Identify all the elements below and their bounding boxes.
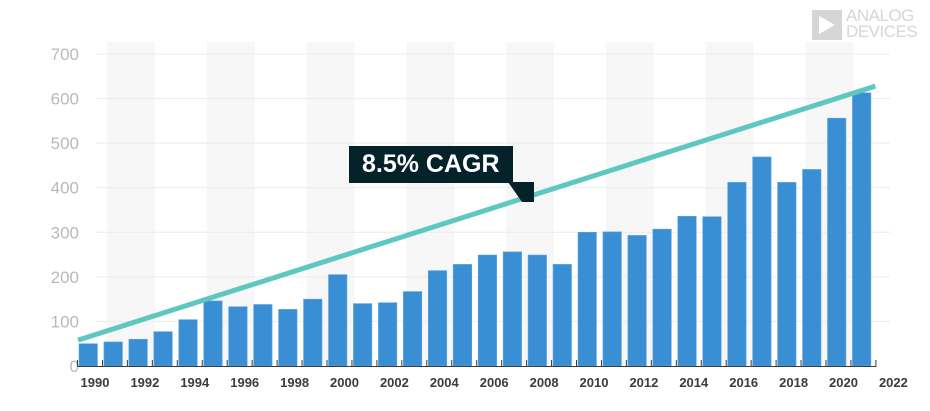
y-tick-label: 700 <box>51 45 79 64</box>
x-tick-label: 1996 <box>230 375 259 390</box>
bar-2015 <box>702 216 722 367</box>
x-tick-label: 1990 <box>81 375 110 390</box>
y-tick-label: 300 <box>51 223 79 242</box>
x-tick-label: 2002 <box>380 375 409 390</box>
bar-2006 <box>477 254 497 367</box>
bar-2003 <box>403 291 423 367</box>
bar-2021 <box>852 92 872 367</box>
bar-2018 <box>777 182 797 367</box>
x-axis-ticks: 1990 1992 1994 1996 1998 2000 2002 2004 2006 2008… <box>81 375 908 390</box>
x-tick-label: 2014 <box>679 375 709 390</box>
x-tick-label: 2016 <box>729 375 758 390</box>
bar-2019 <box>802 169 822 367</box>
bar-1997 <box>253 304 273 367</box>
bar-2009 <box>552 264 572 367</box>
bars <box>78 92 872 367</box>
analog-devices-logo: ANALOG DEVICES <box>812 6 928 46</box>
x-tick-label: 2018 <box>779 375 808 390</box>
x-tick-label: 1992 <box>130 375 159 390</box>
bar-1993 <box>153 331 173 367</box>
logo-line-2: DEVICES <box>846 22 918 41</box>
cagr-trend-line <box>77 83 877 343</box>
bar-2007 <box>502 251 522 367</box>
x-tick-label: 2008 <box>530 375 559 390</box>
bar-2014 <box>677 215 697 367</box>
x-tick-label: 2022 <box>879 375 908 390</box>
bar-2020 <box>827 117 847 367</box>
y-tick-label: 600 <box>51 90 79 109</box>
x-tick-label: 2020 <box>829 375 858 390</box>
bar-2010 <box>577 231 597 367</box>
bar-1999 <box>303 298 323 367</box>
bar-2001 <box>353 303 373 367</box>
x-tick-label: 2006 <box>480 375 509 390</box>
bar-1996 <box>228 306 248 367</box>
y-axis-ticks: 0 100 200 300 400 500 600 700 <box>51 45 79 376</box>
x-tick-label: 2004 <box>430 375 460 390</box>
bar-1998 <box>278 309 298 367</box>
bar-2005 <box>452 264 473 367</box>
x-tick-label: 2010 <box>580 375 609 390</box>
bar-2012 <box>627 235 647 367</box>
logo-triangle-icon <box>812 10 842 40</box>
cagr-callout: 8.5% CAGR <box>349 146 513 183</box>
bar-1995 <box>203 300 223 367</box>
bar-1992 <box>128 338 148 367</box>
bar-2004 <box>427 270 448 367</box>
bar-2016 <box>727 182 747 367</box>
x-tick-label: 2012 <box>629 375 658 390</box>
background-band <box>106 42 155 366</box>
x-axis <box>77 360 877 367</box>
bar-2000 <box>328 274 348 367</box>
bar-2013 <box>652 228 672 367</box>
bar-2017 <box>752 156 772 367</box>
callout-pointer <box>508 182 534 202</box>
bar-1994 <box>178 319 198 367</box>
bar-2011 <box>602 231 622 367</box>
x-tick-label: 2000 <box>330 375 359 390</box>
logo-text: ANALOG DEVICES <box>846 6 918 41</box>
x-tick-label: 1998 <box>280 375 309 390</box>
y-tick-label: 0 <box>70 357 79 376</box>
y-tick-label: 100 <box>51 312 79 331</box>
bar-2002 <box>378 302 398 367</box>
logo-line-1: ANALOG <box>846 6 914 25</box>
y-tick-label: 200 <box>51 268 79 287</box>
x-tick-label: 1994 <box>180 375 210 390</box>
bar-2008 <box>527 254 547 367</box>
bar-1990 <box>78 343 98 367</box>
bar-1991 <box>103 341 123 367</box>
y-tick-label: 500 <box>51 134 79 153</box>
y-tick-label: 400 <box>51 179 79 198</box>
